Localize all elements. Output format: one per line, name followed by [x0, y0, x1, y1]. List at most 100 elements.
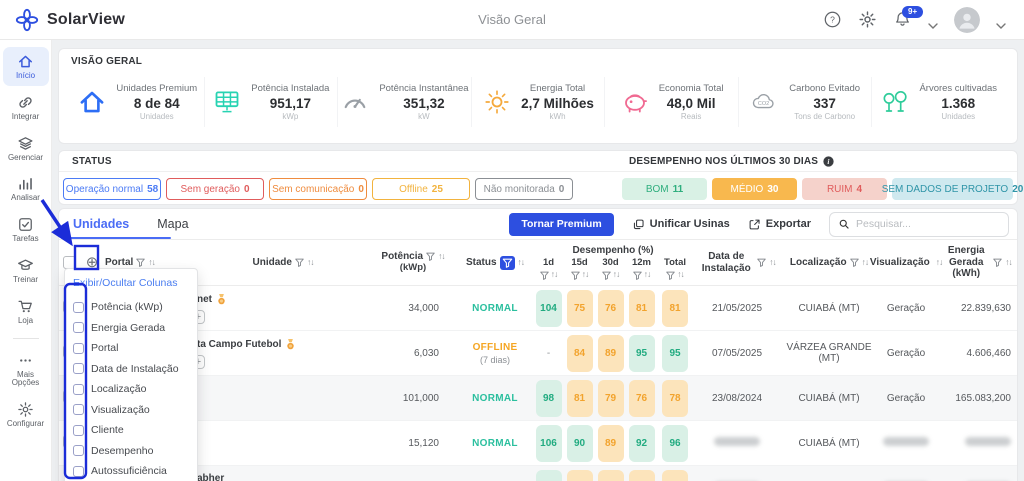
table-row[interactable]: 15,120 NORMAL 10690899296 CUIABÁ (MT) — [59, 421, 1017, 466]
col-header-data-instalacao[interactable]: Data de Instalação ↑↓ — [693, 251, 781, 274]
search-input[interactable] — [856, 218, 1000, 230]
sort-icon[interactable]: ↑↓ — [1005, 258, 1012, 268]
info-icon[interactable]: i — [823, 156, 834, 167]
premium-button[interactable]: Tornar Premium — [509, 213, 613, 236]
performance-filter-sem-dados-de-projeto[interactable]: SEM DADOS DE PROJETO20 — [892, 178, 1013, 200]
user-avatar[interactable] — [954, 7, 980, 33]
sidebar-item-integrar[interactable]: Integrar — [3, 88, 49, 127]
column-checkbox[interactable] — [73, 302, 84, 313]
sidebar-item-inicio[interactable]: Início — [3, 47, 49, 86]
filter-icon[interactable] — [540, 271, 549, 280]
brand[interactable]: SolarView — [0, 7, 125, 33]
tab-unidades[interactable]: Unidades — [59, 209, 143, 239]
unit-name[interactable]: net — [197, 294, 212, 305]
filter-icon[interactable] — [426, 252, 435, 261]
sort-icon[interactable]: ↑↓ — [307, 258, 314, 268]
sort-icon[interactable]: ↑↓ — [613, 270, 620, 280]
column-checkbox[interactable] — [73, 322, 84, 333]
sidebar-item-analisar[interactable]: Analisar — [3, 169, 49, 208]
sort-icon[interactable]: ↑↓ — [148, 258, 155, 268]
filter-icon[interactable] — [602, 271, 611, 280]
sidebar-item-gerenciar[interactable]: Gerenciar — [3, 129, 49, 168]
sidebar-item-tarefas[interactable]: Tarefas — [3, 210, 49, 249]
performance-filter-ruim[interactable]: RUIM4 — [802, 178, 887, 200]
column-menu-item-energia-gerada[interactable]: Energia Gerada — [73, 318, 197, 339]
column-checkbox[interactable] — [73, 343, 84, 354]
active-filter-icon[interactable] — [500, 256, 515, 270]
filter-icon[interactable] — [850, 258, 859, 267]
sort-icon[interactable]: ↑↓ — [518, 258, 525, 268]
col-header-localizacao[interactable]: Localização ↑↓ — [781, 257, 877, 269]
column-menu-item-data-de-instalacao[interactable]: Data de Instalação — [73, 359, 197, 380]
performance-filter-bom[interactable]: BOM11 — [622, 178, 707, 200]
sort-icon[interactable]: ↑↓ — [438, 252, 445, 262]
status-filter-operacao-normal[interactable]: Operação normal58 — [63, 178, 161, 200]
performance-filter-medio[interactable]: MÉDIO30 — [712, 178, 797, 200]
sidebar-item-loja[interactable]: Loja — [3, 292, 49, 331]
perf-col-header-30d[interactable]: 30d ↑↓ — [595, 258, 626, 280]
column-checkbox[interactable] — [73, 425, 84, 436]
status-filter-nao-monitorada[interactable]: Não monitorada0 — [475, 178, 573, 200]
col-header-status[interactable]: Status ↑↓ — [457, 256, 533, 270]
column-menu-item-potencia-kwp[interactable]: Potência (kWp) — [73, 297, 197, 318]
column-menu-item-autossuficiencia[interactable]: Autossuficiência — [73, 461, 197, 481]
stat-arvores-cultivadas: Árvores cultivadas 1.368 Unidades — [872, 77, 1005, 127]
settings-gear-icon[interactable] — [858, 10, 877, 29]
sidebar-item-configurar[interactable]: Configurar — [3, 395, 49, 434]
sort-icon[interactable]: ↑↓ — [769, 258, 776, 268]
column-checkbox[interactable] — [73, 466, 84, 477]
col-header-visualizacao[interactable]: Visualização ↑↓ — [877, 257, 935, 269]
col-header-unidade[interactable]: Unidade ↑↓ — [197, 257, 369, 269]
perf-col-header-total[interactable]: Total ↑↓ — [657, 258, 693, 280]
account-chevron-down-icon[interactable] — [996, 16, 1006, 23]
tab-mapa[interactable]: Mapa — [143, 209, 202, 239]
column-menu-item-cliente[interactable]: Cliente — [73, 420, 197, 441]
table-row[interactable]: net + 34,000 NORMAL 10475768181 21/05/20… — [59, 286, 1017, 331]
filter-icon[interactable] — [136, 258, 145, 267]
perf-col-header-12m[interactable]: 12m ↑↓ — [626, 258, 657, 280]
export-button[interactable]: Exportar — [748, 218, 811, 231]
status-head: STATUS DESEMPENHO NOS ÚLTIMOS 30 DIAS i — [59, 151, 1017, 172]
column-menu-item-label: Localização — [91, 383, 146, 395]
column-checkbox[interactable] — [73, 445, 84, 456]
status-filter-sem-comunicacao[interactable]: Sem comunicação0 — [269, 178, 367, 200]
sort-icon[interactable]: ↑↓ — [582, 270, 589, 280]
sidebar-item-treinar[interactable]: Treinar — [3, 251, 49, 290]
column-menu-item-visualizacao[interactable]: Visualização — [73, 400, 197, 421]
table-row[interactable]: ta Campo Futebol + 6,030 OFFLINE (7 dias… — [59, 331, 1017, 376]
status-filter-sem-geracao[interactable]: Sem geração0 — [166, 178, 264, 200]
help-icon[interactable]: ? — [823, 10, 842, 29]
filter-icon[interactable] — [993, 258, 1002, 267]
sort-icon[interactable]: ↑↓ — [551, 270, 558, 280]
filter-icon[interactable] — [757, 258, 766, 267]
search-box[interactable] — [829, 212, 1009, 237]
col-header-energia-gerada[interactable]: Energia Gerada (kWh) ↑↓ — [935, 245, 1018, 280]
column-menu-item-desempenho[interactable]: Desempenho — [73, 441, 197, 462]
column-checkbox[interactable] — [73, 363, 84, 374]
filter-icon[interactable] — [666, 271, 675, 280]
table-row[interactable]: abher 8,800 NORMAL 9582818687 CUIABÁ (MT… — [59, 466, 1017, 481]
notifications-bell-icon[interactable]: 9+ — [893, 10, 912, 29]
table-row[interactable]: 101,000 NORMAL 9881797678 23/08/2024 CUI… — [59, 376, 1017, 421]
column-checkbox[interactable] — [73, 404, 84, 415]
chevron-down-icon[interactable] — [928, 16, 938, 23]
unify-plants-button[interactable]: Unificar Usinas — [632, 218, 730, 231]
sort-icon[interactable]: ↑↓ — [677, 270, 684, 280]
filter-icon[interactable] — [633, 271, 642, 280]
sort-icon[interactable]: ↑↓ — [862, 258, 869, 268]
perf-col-header-15d[interactable]: 15d ↑↓ — [564, 258, 595, 280]
unit-name[interactable]: abher — [197, 473, 224, 481]
unit-name[interactable]: ta Campo Futebol — [197, 339, 281, 350]
column-checkbox[interactable] — [73, 384, 84, 395]
status-filter-offline[interactable]: Offline25 — [372, 178, 470, 200]
sidebar-item-mais-opcoes[interactable]: Mais Opções — [3, 346, 49, 394]
sort-icon[interactable]: ↑↓ — [644, 270, 651, 280]
perf-col-header-1d[interactable]: 1d ↑↓ — [533, 258, 564, 280]
column-menu-item-localizacao[interactable]: Localização — [73, 379, 197, 400]
filter-icon[interactable] — [571, 271, 580, 280]
col-header-potencia[interactable]: Potência ↑↓ (kWp) — [369, 251, 457, 274]
filter-icon[interactable] — [295, 258, 304, 267]
stat-unit: kWp — [251, 112, 329, 121]
col-header-portal[interactable]: Portal ↑↓ — [105, 257, 197, 269]
column-menu-item-portal[interactable]: Portal — [73, 338, 197, 359]
